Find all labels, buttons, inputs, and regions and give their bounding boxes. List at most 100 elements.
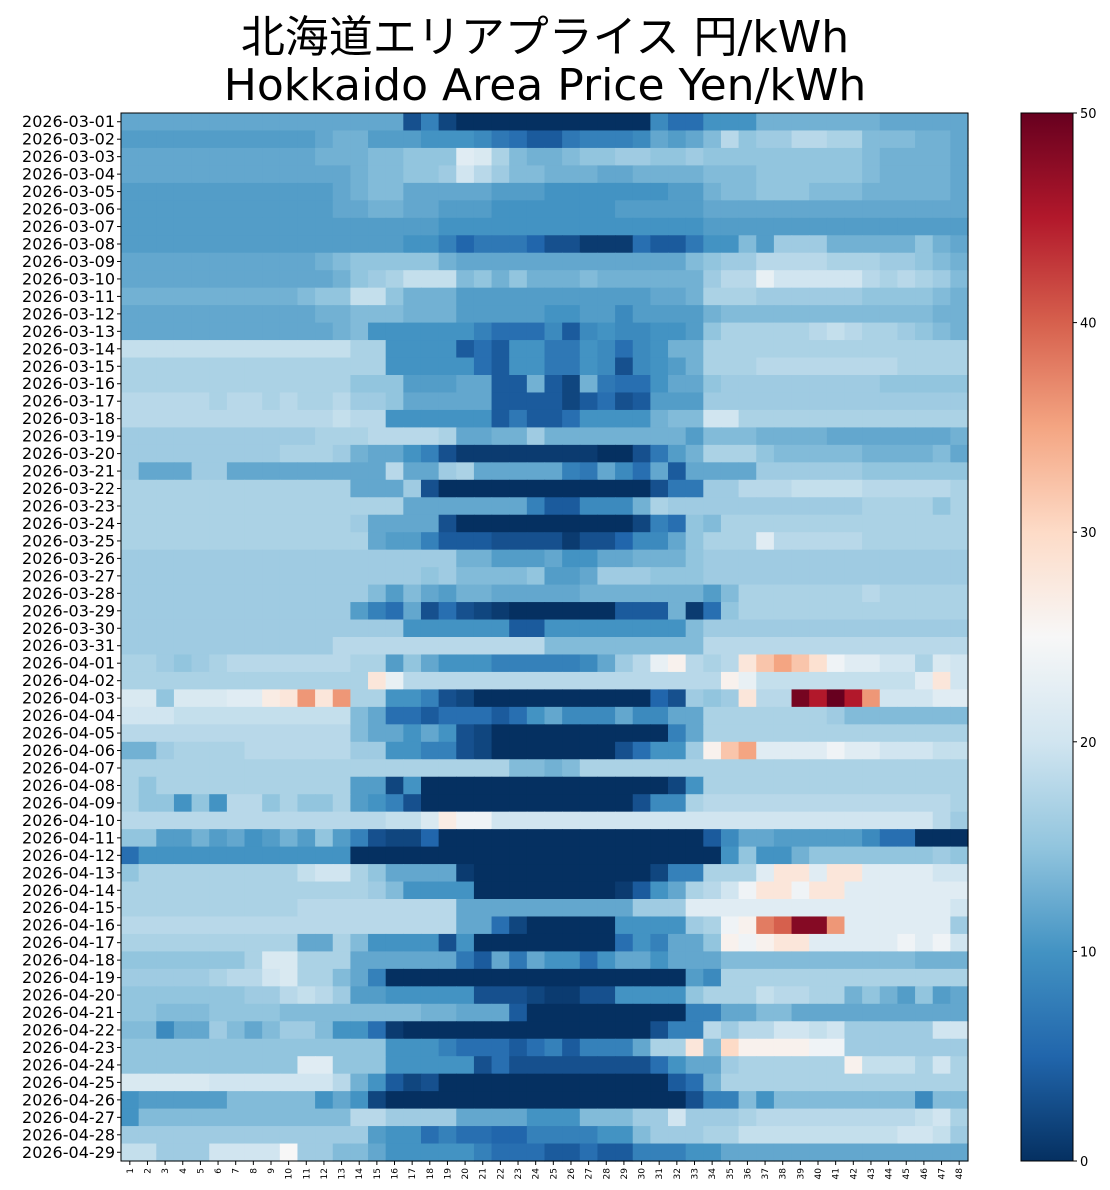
- heatmap-cell: [650, 1056, 669, 1075]
- heatmap-cell: [156, 113, 175, 132]
- heatmap-cell: [121, 602, 140, 621]
- heatmap-cell: [668, 794, 687, 813]
- heatmap-cell: [209, 514, 228, 533]
- heatmap-cell: [703, 951, 722, 970]
- heatmap-cell: [279, 899, 299, 918]
- heatmap-cell: [915, 567, 934, 586]
- heatmap-cell: [438, 689, 457, 708]
- heatmap-cell: [879, 741, 899, 760]
- heatmap-cell: [809, 741, 828, 760]
- heatmap-cell: [632, 567, 651, 586]
- heatmap-cell: [668, 759, 687, 778]
- heatmap-cell: [244, 846, 263, 865]
- heatmap-cell: [456, 113, 475, 132]
- heatmap-cell: [315, 689, 334, 708]
- heatmap-cell: [756, 409, 775, 428]
- heatmap-cell: [773, 322, 793, 341]
- heatmap-cell: [879, 549, 899, 568]
- heatmap-cell: [826, 392, 846, 411]
- heatmap-cell: [420, 654, 440, 673]
- heatmap-cell: [862, 165, 881, 184]
- heatmap-cell: [456, 322, 475, 341]
- heatmap-cell: [173, 654, 193, 673]
- heatmap-cell: [209, 986, 228, 1005]
- heatmap-cell: [615, 741, 634, 760]
- heatmap-cell: [438, 794, 457, 813]
- heatmap-cell: [456, 1073, 475, 1092]
- heatmap-cell: [738, 147, 757, 166]
- heatmap-cell: [262, 532, 281, 551]
- heatmap-cell: [403, 602, 422, 621]
- heatmap-cell: [720, 724, 740, 743]
- heatmap-cell: [668, 951, 687, 970]
- heatmap-cell: [121, 881, 140, 900]
- heatmap-cell: [844, 1108, 863, 1127]
- y-tick-label: 2026-03-22: [22, 479, 115, 498]
- heatmap-cell: [332, 637, 351, 656]
- heatmap-cell: [685, 811, 704, 830]
- y-tick-label: 2026-03-02: [22, 130, 115, 149]
- heatmap-cell: [932, 881, 951, 900]
- heatmap-cell: [615, 357, 634, 376]
- heatmap-cell: [579, 340, 599, 359]
- heatmap-cell: [156, 392, 175, 411]
- heatmap-cell: [773, 532, 793, 551]
- heatmap-cell: [915, 619, 934, 638]
- heatmap-cell: [668, 602, 687, 621]
- heatmap-cell: [579, 1126, 599, 1145]
- heatmap-cell: [703, 462, 722, 481]
- heatmap-cell: [597, 462, 616, 481]
- heatmap-cell: [597, 252, 616, 271]
- heatmap-cell: [579, 881, 599, 900]
- heatmap-cell: [844, 602, 863, 621]
- heatmap-cell: [632, 689, 651, 708]
- heatmap-cell: [191, 130, 210, 149]
- heatmap-cell: [809, 182, 828, 201]
- heatmap-cell: [191, 549, 210, 568]
- heatmap-cell: [473, 1108, 493, 1127]
- heatmap-cell: [650, 409, 669, 428]
- heatmap-cell: [826, 776, 846, 795]
- heatmap-cell: [844, 235, 863, 254]
- heatmap-cell: [668, 689, 687, 708]
- heatmap-cell: [191, 1143, 210, 1162]
- heatmap-cell: [456, 165, 475, 184]
- heatmap-cell: [368, 724, 387, 743]
- heatmap-cell: [562, 741, 581, 760]
- heatmap-cell: [738, 514, 757, 533]
- heatmap-cell: [350, 1126, 369, 1145]
- heatmap-cell: [297, 846, 316, 865]
- heatmap-cell: [915, 1143, 934, 1162]
- heatmap-cell: [350, 829, 369, 848]
- heatmap-cell: [297, 706, 316, 725]
- heatmap-cell: [121, 235, 140, 254]
- heatmap-cell: [544, 759, 563, 778]
- heatmap-cell: [385, 671, 404, 690]
- heatmap-cell: [562, 654, 581, 673]
- heatmap-cell: [279, 759, 299, 778]
- heatmap-cell: [703, 741, 722, 760]
- heatmap-cell: [562, 235, 581, 254]
- y-tick-label: 2026-03-01: [22, 112, 115, 131]
- heatmap-cell: [332, 322, 351, 341]
- heatmap-cell: [562, 671, 581, 690]
- heatmap-cell: [544, 1091, 563, 1110]
- heatmap-cell: [191, 899, 210, 918]
- heatmap-cell: [385, 1073, 404, 1092]
- heatmap-cell: [279, 532, 299, 551]
- colorbar-tick-label: 30: [1080, 526, 1097, 541]
- heatmap-cell: [121, 776, 140, 795]
- heatmap-cell: [315, 864, 334, 883]
- heatmap-cell: [509, 147, 528, 166]
- heatmap-cell: [579, 794, 599, 813]
- heatmap-cell: [615, 1091, 634, 1110]
- heatmap-cell: [385, 1003, 404, 1022]
- heatmap-cell: [950, 392, 969, 411]
- heatmap-cell: [632, 706, 651, 725]
- heatmap-cell: [438, 916, 457, 935]
- heatmap-cell: [862, 182, 881, 201]
- heatmap-cell: [756, 1073, 775, 1092]
- heatmap-cell: [879, 357, 899, 376]
- heatmap-cell: [615, 776, 634, 795]
- heatmap-cell: [897, 113, 916, 132]
